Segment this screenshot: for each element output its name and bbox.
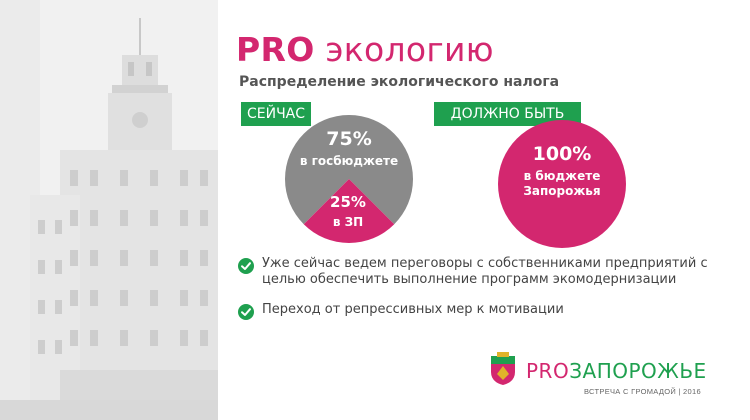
logo-city: ЗАПОРОЖЬЕ bbox=[569, 359, 707, 383]
bullet-text: Уже сейчас ведем переговоры с собственни… bbox=[262, 256, 708, 287]
bullet-text: Переход от репрессивных мер к мотивации bbox=[262, 302, 564, 317]
bullet-list: Уже сейчас ведем переговоры с собственни… bbox=[238, 256, 708, 332]
check-circle-icon bbox=[238, 258, 254, 274]
logo-pro: PRO bbox=[526, 359, 570, 383]
target-label-line1: в бюджете bbox=[523, 169, 601, 183]
bullet-item: Переход от репрессивных мер к мотивации bbox=[238, 302, 708, 320]
zp-label: в ЗП bbox=[332, 215, 364, 229]
check-circle-icon bbox=[238, 304, 254, 320]
pie-slice-state-budget bbox=[285, 115, 413, 225]
current-distribution-pie bbox=[285, 115, 413, 243]
slide-title-pro: PRO bbox=[236, 30, 315, 69]
state-budget-percent: 75% bbox=[326, 128, 372, 150]
state-budget-label: в госбюджете bbox=[299, 154, 399, 168]
target-distribution-circle bbox=[498, 120, 626, 248]
bullet-item: Уже сейчас ведем переговоры с собственни… bbox=[238, 256, 708, 288]
zp-percent: 25% bbox=[330, 193, 366, 211]
target-label-line2: Запорожья bbox=[523, 184, 601, 198]
pie-slice-zp bbox=[303, 179, 395, 243]
logo-subtitle: ВСТРЕЧА С ГРОМАДОЙ | 2016 bbox=[584, 387, 701, 396]
slide-title: PRO экологию bbox=[236, 30, 494, 69]
background-building-image bbox=[0, 0, 218, 420]
slide-title-rest: экологию bbox=[314, 30, 494, 69]
target-percent: 100% bbox=[532, 143, 592, 165]
slide-subtitle: Распределение экологического налога bbox=[239, 74, 560, 90]
city-emblem-icon bbox=[491, 352, 515, 385]
logo-wordmark: PROЗАПОРОЖЬЕ bbox=[526, 359, 707, 383]
tag-now: СЕЙЧАС bbox=[241, 102, 311, 126]
